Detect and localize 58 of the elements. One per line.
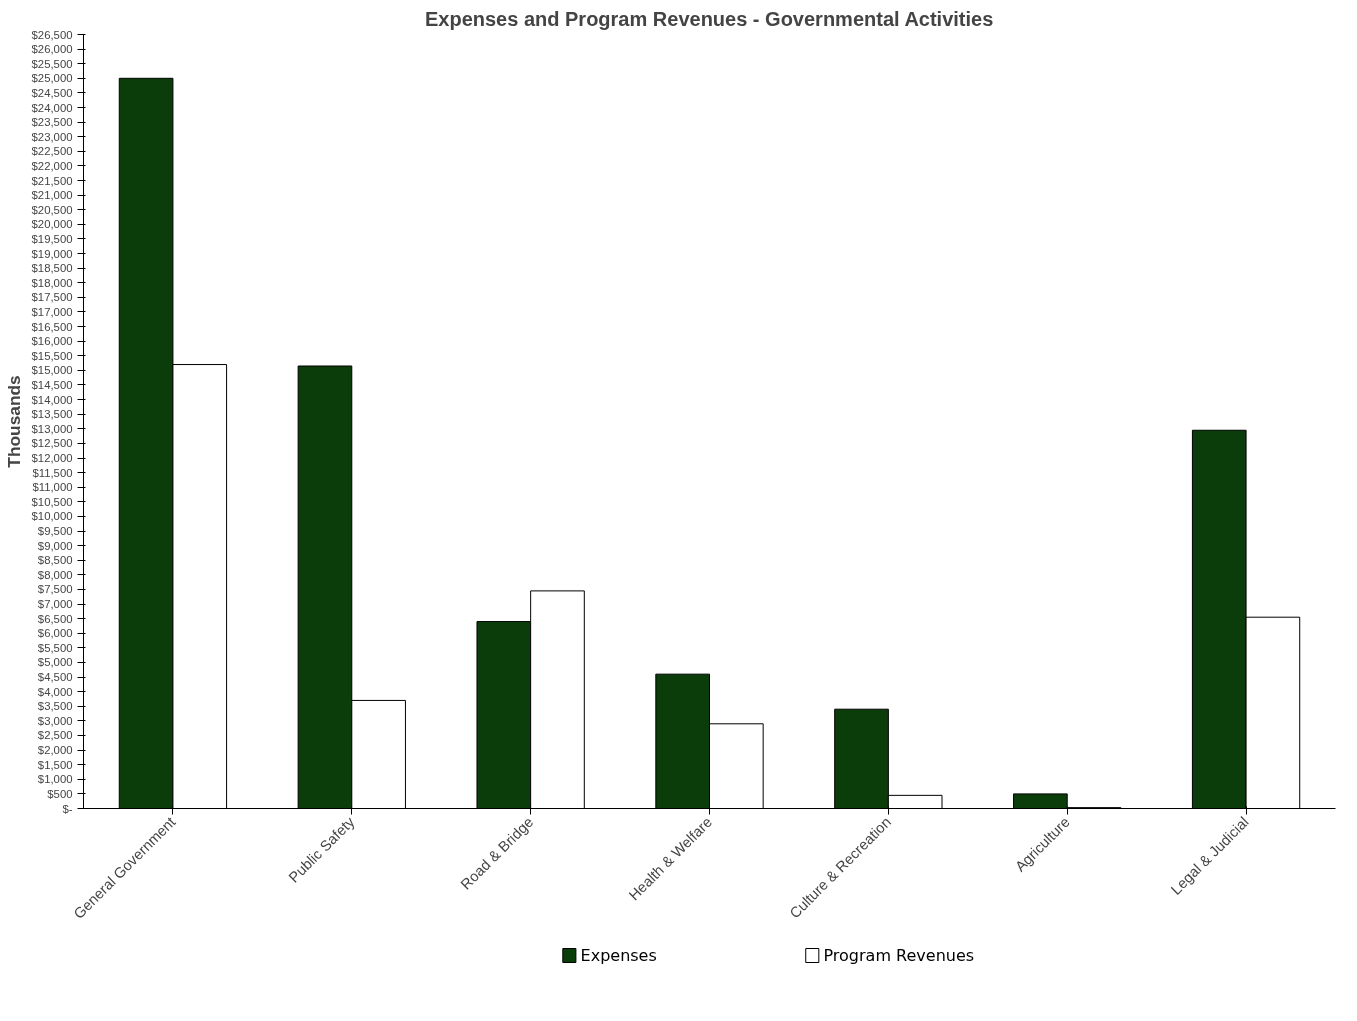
- y-tick-label: $8,000: [37, 568, 73, 581]
- legend-label: Expenses: [580, 946, 657, 965]
- y-tick-label: $9,500: [37, 525, 73, 538]
- y-tick-label: $13,000: [31, 422, 73, 435]
- y-tick-label: $14,500: [31, 378, 73, 391]
- y-tick-label: $25,000: [31, 72, 73, 85]
- y-tick-label: $15,000: [31, 364, 73, 377]
- y-tick-label: $3,000: [37, 714, 73, 727]
- y-tick-label: $7,000: [37, 598, 73, 611]
- y-tick-label: $5,000: [37, 656, 73, 669]
- y-tick-label: $9,000: [37, 539, 73, 552]
- y-tick-label: $19,500: [31, 232, 73, 245]
- y-tick-label: $-: [62, 802, 73, 815]
- y-tick-label: $22,000: [31, 159, 73, 172]
- y-axis-title: Thousands: [3, 375, 24, 468]
- y-tick-label: $3,500: [37, 700, 73, 713]
- y-tick-label: $5,500: [37, 641, 73, 654]
- y-tick-label: $17,000: [31, 305, 73, 318]
- y-tick-label: $4,000: [37, 685, 73, 698]
- y-tick-label: $6,500: [37, 612, 73, 625]
- y-tick-label: $11,000: [32, 481, 73, 494]
- y-tick-label: $8,500: [37, 554, 73, 567]
- y-tick-label: $2,500: [37, 729, 73, 742]
- y-tick-label: $24,000: [31, 101, 73, 114]
- y-tick-label: $24,500: [31, 86, 73, 99]
- y-tick-label: $20,000: [31, 218, 73, 231]
- y-tick-label: $23,000: [31, 130, 73, 143]
- y-tick-label: $16,000: [31, 335, 73, 348]
- y-tick-label: $17,500: [31, 291, 73, 304]
- y-tick-label: $14,000: [31, 393, 73, 406]
- y-tick-label: $26,500: [31, 28, 73, 41]
- y-tick-label: $21,500: [31, 174, 73, 187]
- y-tick-label: $7,500: [37, 583, 73, 596]
- y-tick-label: $16,500: [31, 320, 73, 333]
- y-tick-label: $10,000: [31, 510, 73, 523]
- y-tick-label: $19,000: [31, 247, 73, 260]
- y-tick-label: $22,500: [31, 145, 73, 158]
- y-tick-label: $13,500: [31, 408, 73, 421]
- y-tick-label: $18,500: [31, 262, 73, 275]
- y-tick-label: $2,000: [37, 744, 73, 757]
- y-tick-label: $26,000: [31, 43, 73, 56]
- y-tick-label: $6,000: [37, 627, 73, 640]
- y-tick-label: $10,500: [31, 495, 73, 508]
- y-tick-label: $11,500: [32, 466, 73, 479]
- chart-title: Expenses and Program Revenues - Governmental Activities: [424, 7, 994, 30]
- y-tick-label: $23,500: [31, 116, 73, 129]
- y-tick-label: $1,500: [37, 758, 73, 771]
- y-tick-label: $12,000: [31, 452, 73, 465]
- y-tick-label: $500: [47, 787, 73, 800]
- y-tick-label: $20,500: [31, 203, 73, 216]
- legend-label: Program Revenues: [823, 946, 975, 965]
- y-tick-label: $1,000: [37, 773, 73, 786]
- y-tick-label: $15,500: [31, 349, 73, 362]
- y-tick-label: $25,500: [31, 57, 73, 70]
- y-tick-label: $12,500: [31, 437, 73, 450]
- y-tick-label: $4,500: [37, 671, 73, 684]
- y-tick-label: $21,000: [31, 189, 73, 202]
- y-tick-label: $18,000: [31, 276, 73, 289]
